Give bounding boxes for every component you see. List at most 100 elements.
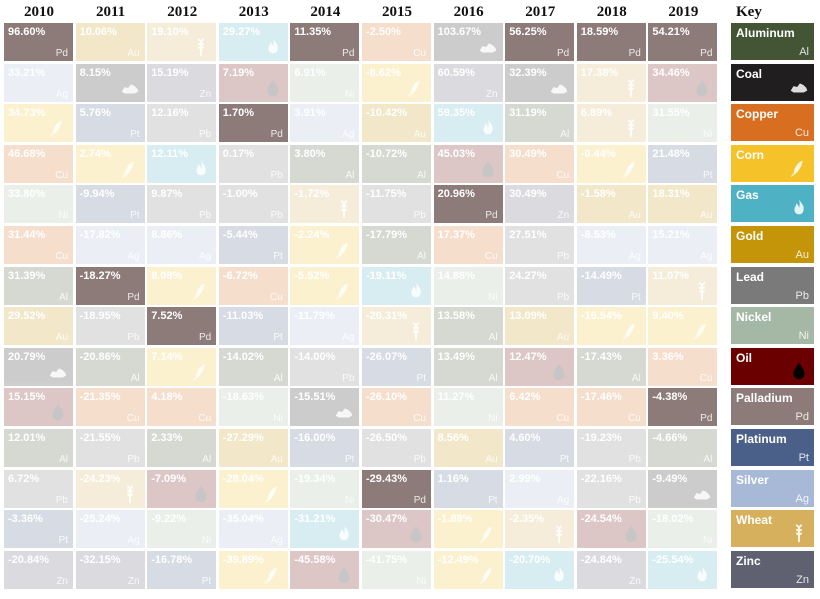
cell-symbol: Pd — [485, 210, 498, 222]
cell-value: -26.50% — [366, 432, 407, 444]
key-item-symbol: Pb — [795, 289, 809, 302]
cell-symbol: Cu — [556, 169, 570, 181]
cell-value: 5.76% — [79, 107, 111, 120]
cell-value: -10.72% — [366, 147, 407, 160]
cell-value: 56.25% — [509, 26, 547, 38]
table-cell: 18.31% Au — [648, 185, 718, 224]
key-item-name: Palladium — [736, 391, 793, 406]
cell-value: -17.82% — [79, 229, 121, 241]
table-cell: -17.46% Cu — [576, 388, 646, 427]
cell-symbol: Au — [127, 48, 140, 59]
cell-value: 8.56% — [437, 432, 469, 444]
cell-symbol: Pt — [273, 332, 283, 344]
cell-value: 12.11% — [151, 147, 188, 160]
cell-symbol: Pb — [270, 169, 283, 181]
cell-symbol: Cu — [699, 372, 713, 384]
cell-value: 24.27% — [509, 269, 547, 282]
year-header: 2012 — [167, 4, 198, 20]
cell-value: 14.88% — [437, 269, 475, 282]
table-cell: 12.01% Al — [4, 429, 73, 467]
cell-symbol: Pb — [198, 210, 212, 222]
cell-value: -31.21% — [294, 513, 336, 526]
table-cell: 11.07% — [648, 266, 718, 305]
cell-value: -18.27% — [79, 269, 121, 282]
cell-symbol: Au — [628, 210, 641, 222]
table-cell: -26.10% Cu — [362, 388, 431, 427]
cell-symbol: Ag — [127, 535, 140, 547]
cell-value: -1.00% — [222, 188, 258, 201]
table-cell: 54.21% Pd — [648, 23, 718, 61]
table-cell: -2.24% — [290, 226, 360, 264]
table-cell: -18.95% Pb — [75, 307, 145, 346]
table-cell: 29.27% — [218, 23, 288, 61]
cell-symbol: Pd — [556, 48, 570, 59]
key-item: Aluminum Al — [731, 23, 814, 60]
cell-value: 8.86% — [151, 229, 183, 241]
year-header: 2015 — [382, 4, 412, 20]
cell-value: -21.35% — [79, 391, 121, 404]
table-cell: -16.54% — [576, 307, 646, 346]
table-cell: -24.84% Zn — [576, 550, 646, 589]
cell-symbol: Au — [700, 210, 713, 222]
cell-symbol: Ag — [700, 251, 713, 262]
cell-value: -4.66% — [652, 432, 688, 444]
coal-icon — [49, 368, 67, 378]
oil-drop-icon — [482, 160, 494, 178]
table-cell: -1.88% — [433, 510, 503, 549]
table-cell: -32.15% Zn — [75, 550, 145, 589]
cell-value: 12.16% — [151, 107, 189, 120]
cell-value: -11.79% — [294, 310, 335, 323]
cell-symbol: Au — [55, 332, 68, 344]
cell-symbol: Ag — [342, 129, 355, 141]
key-item-name: Silver — [736, 472, 769, 487]
cell-symbol: Ni — [488, 413, 498, 425]
cell-value: 8.15% — [79, 66, 111, 79]
cell-symbol: Al — [417, 169, 426, 181]
table-cell: -1.58% Au — [576, 185, 646, 224]
table-cell: 59.35% — [433, 104, 503, 143]
table-cell: -5.52% — [290, 266, 360, 305]
key-item-name: Platinum — [736, 432, 787, 446]
cell-value: -30.47% — [366, 513, 407, 526]
cell-value: 30.49% — [509, 147, 547, 160]
cell-symbol: Pb — [628, 494, 641, 506]
cell-symbol: Zn — [485, 88, 498, 100]
table-cell: 12.16% Pb — [147, 104, 217, 143]
cell-value: -1.72% — [294, 188, 330, 201]
cell-value: -20.70% — [509, 553, 551, 566]
cell-value: 15.15% — [8, 391, 46, 404]
cell-symbol: Ni — [344, 494, 355, 506]
cell-value: 17.38% — [580, 66, 619, 79]
cell-symbol: Cu — [55, 169, 68, 181]
year-header: 2010 — [24, 4, 54, 20]
cell-symbol: Pd — [342, 48, 355, 59]
table-cell: 31.19% Al — [505, 104, 575, 143]
table-cell: -19.11% — [362, 266, 431, 305]
table-cell: 13.58% Al — [433, 307, 503, 346]
cell-symbol: Pt — [130, 129, 140, 141]
cell-symbol: Pt — [201, 575, 212, 587]
year-header: 2014 — [310, 4, 341, 20]
cell-value: 8.08% — [151, 269, 183, 282]
table-cell: 30.49% Cu — [505, 144, 575, 183]
table-cell: -27.29% Au — [218, 429, 288, 467]
key-item-name: Gas — [736, 188, 759, 203]
table-cell: 11.35% Pd — [290, 23, 360, 61]
key-item-name: Oil — [736, 350, 753, 365]
key-item-symbol: Pd — [795, 411, 809, 424]
key-item: Oil — [731, 347, 814, 385]
coal-icon — [479, 43, 496, 53]
cell-symbol: Ni — [488, 291, 498, 303]
cell-value: 20.79% — [8, 350, 46, 363]
cell-symbol: Zn — [199, 88, 212, 100]
cell-symbol: Pb — [413, 210, 426, 222]
cell-symbol: Al — [703, 454, 713, 465]
table-cell: 46.68% Cu — [4, 144, 73, 183]
key-item-symbol: Cu — [794, 127, 809, 140]
cell-value: -12.49% — [437, 553, 479, 566]
cell-value: -19.34% — [294, 472, 336, 485]
corn-icon — [49, 120, 62, 138]
cell-symbol: Ag — [55, 88, 68, 100]
table-cell: -30.47% — [362, 510, 431, 549]
cell-value: -22.16% — [580, 472, 622, 485]
